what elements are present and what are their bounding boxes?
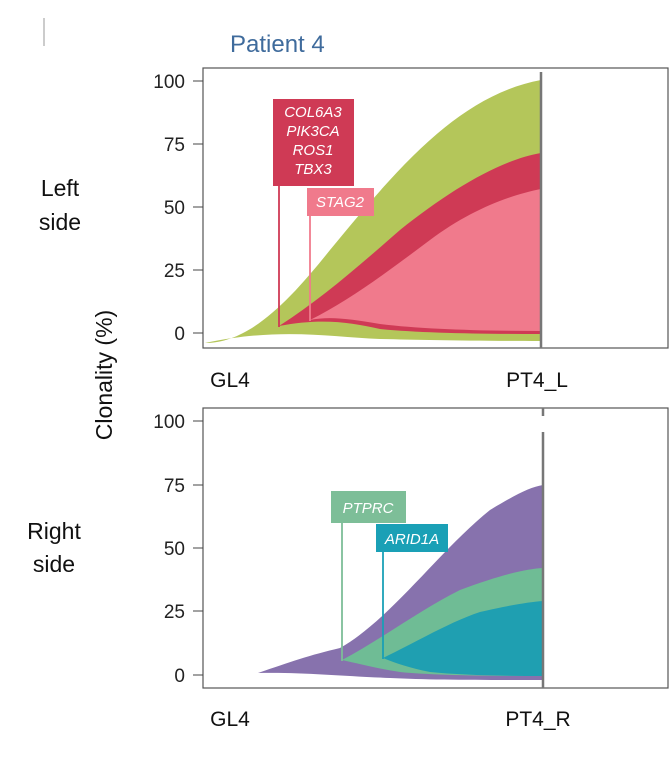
gene-box-green — [331, 491, 406, 523]
gene-label: PTPRC — [343, 500, 394, 517]
y-tick-label: 100 — [153, 72, 185, 93]
gene-label: PIK3CA — [286, 123, 339, 140]
panel-left: Left side COL6A3 PIK3CA ROS1 TBX3 STAG2 … — [39, 67, 669, 392]
gene-label: ROS1 — [293, 142, 334, 159]
y-axis: 100 75 50 25 0 — [153, 412, 203, 687]
plot-frame — [202, 67, 669, 349]
gene-box-crimson — [273, 99, 354, 186]
gene-box-teal — [376, 524, 448, 552]
y-axis-label: Clonality (%) — [91, 310, 117, 440]
y-tick-label: 0 — [174, 666, 185, 687]
side-label-line1: Right — [27, 518, 81, 544]
side-label-line2: side — [33, 551, 75, 577]
y-tick-label: 25 — [164, 261, 185, 282]
y-tick-label: 75 — [164, 135, 185, 156]
side-label-line1: Left — [41, 175, 80, 201]
area-pink — [310, 189, 541, 331]
y-tick-label: 50 — [164, 539, 185, 560]
gene-label: COL6A3 — [284, 104, 342, 121]
gene-label: ARID1A — [384, 531, 439, 548]
area-teal — [383, 601, 543, 676]
chart-title: Patient 4 — [230, 31, 325, 58]
x-category-label: PT4_R — [505, 708, 570, 731]
y-tick-label: 75 — [164, 476, 185, 497]
panel-right: Right side PTPRC ARID1A 100 75 50 25 0 G… — [27, 407, 669, 731]
y-tick-label: 50 — [164, 198, 185, 219]
y-tick-label: 25 — [164, 602, 185, 623]
x-category-label: GL4 — [210, 708, 250, 731]
gene-box-pink — [307, 188, 374, 216]
y-tick-label: 100 — [153, 412, 185, 433]
side-label-line2: side — [39, 209, 81, 235]
y-tick-label: 0 — [174, 324, 185, 345]
gene-label: TBX3 — [294, 161, 332, 178]
y-axis: 100 75 50 25 0 — [153, 72, 203, 345]
x-category-label: GL4 — [210, 369, 250, 392]
gene-label: STAG2 — [316, 194, 365, 211]
x-category-label: PT4_L — [506, 369, 568, 392]
